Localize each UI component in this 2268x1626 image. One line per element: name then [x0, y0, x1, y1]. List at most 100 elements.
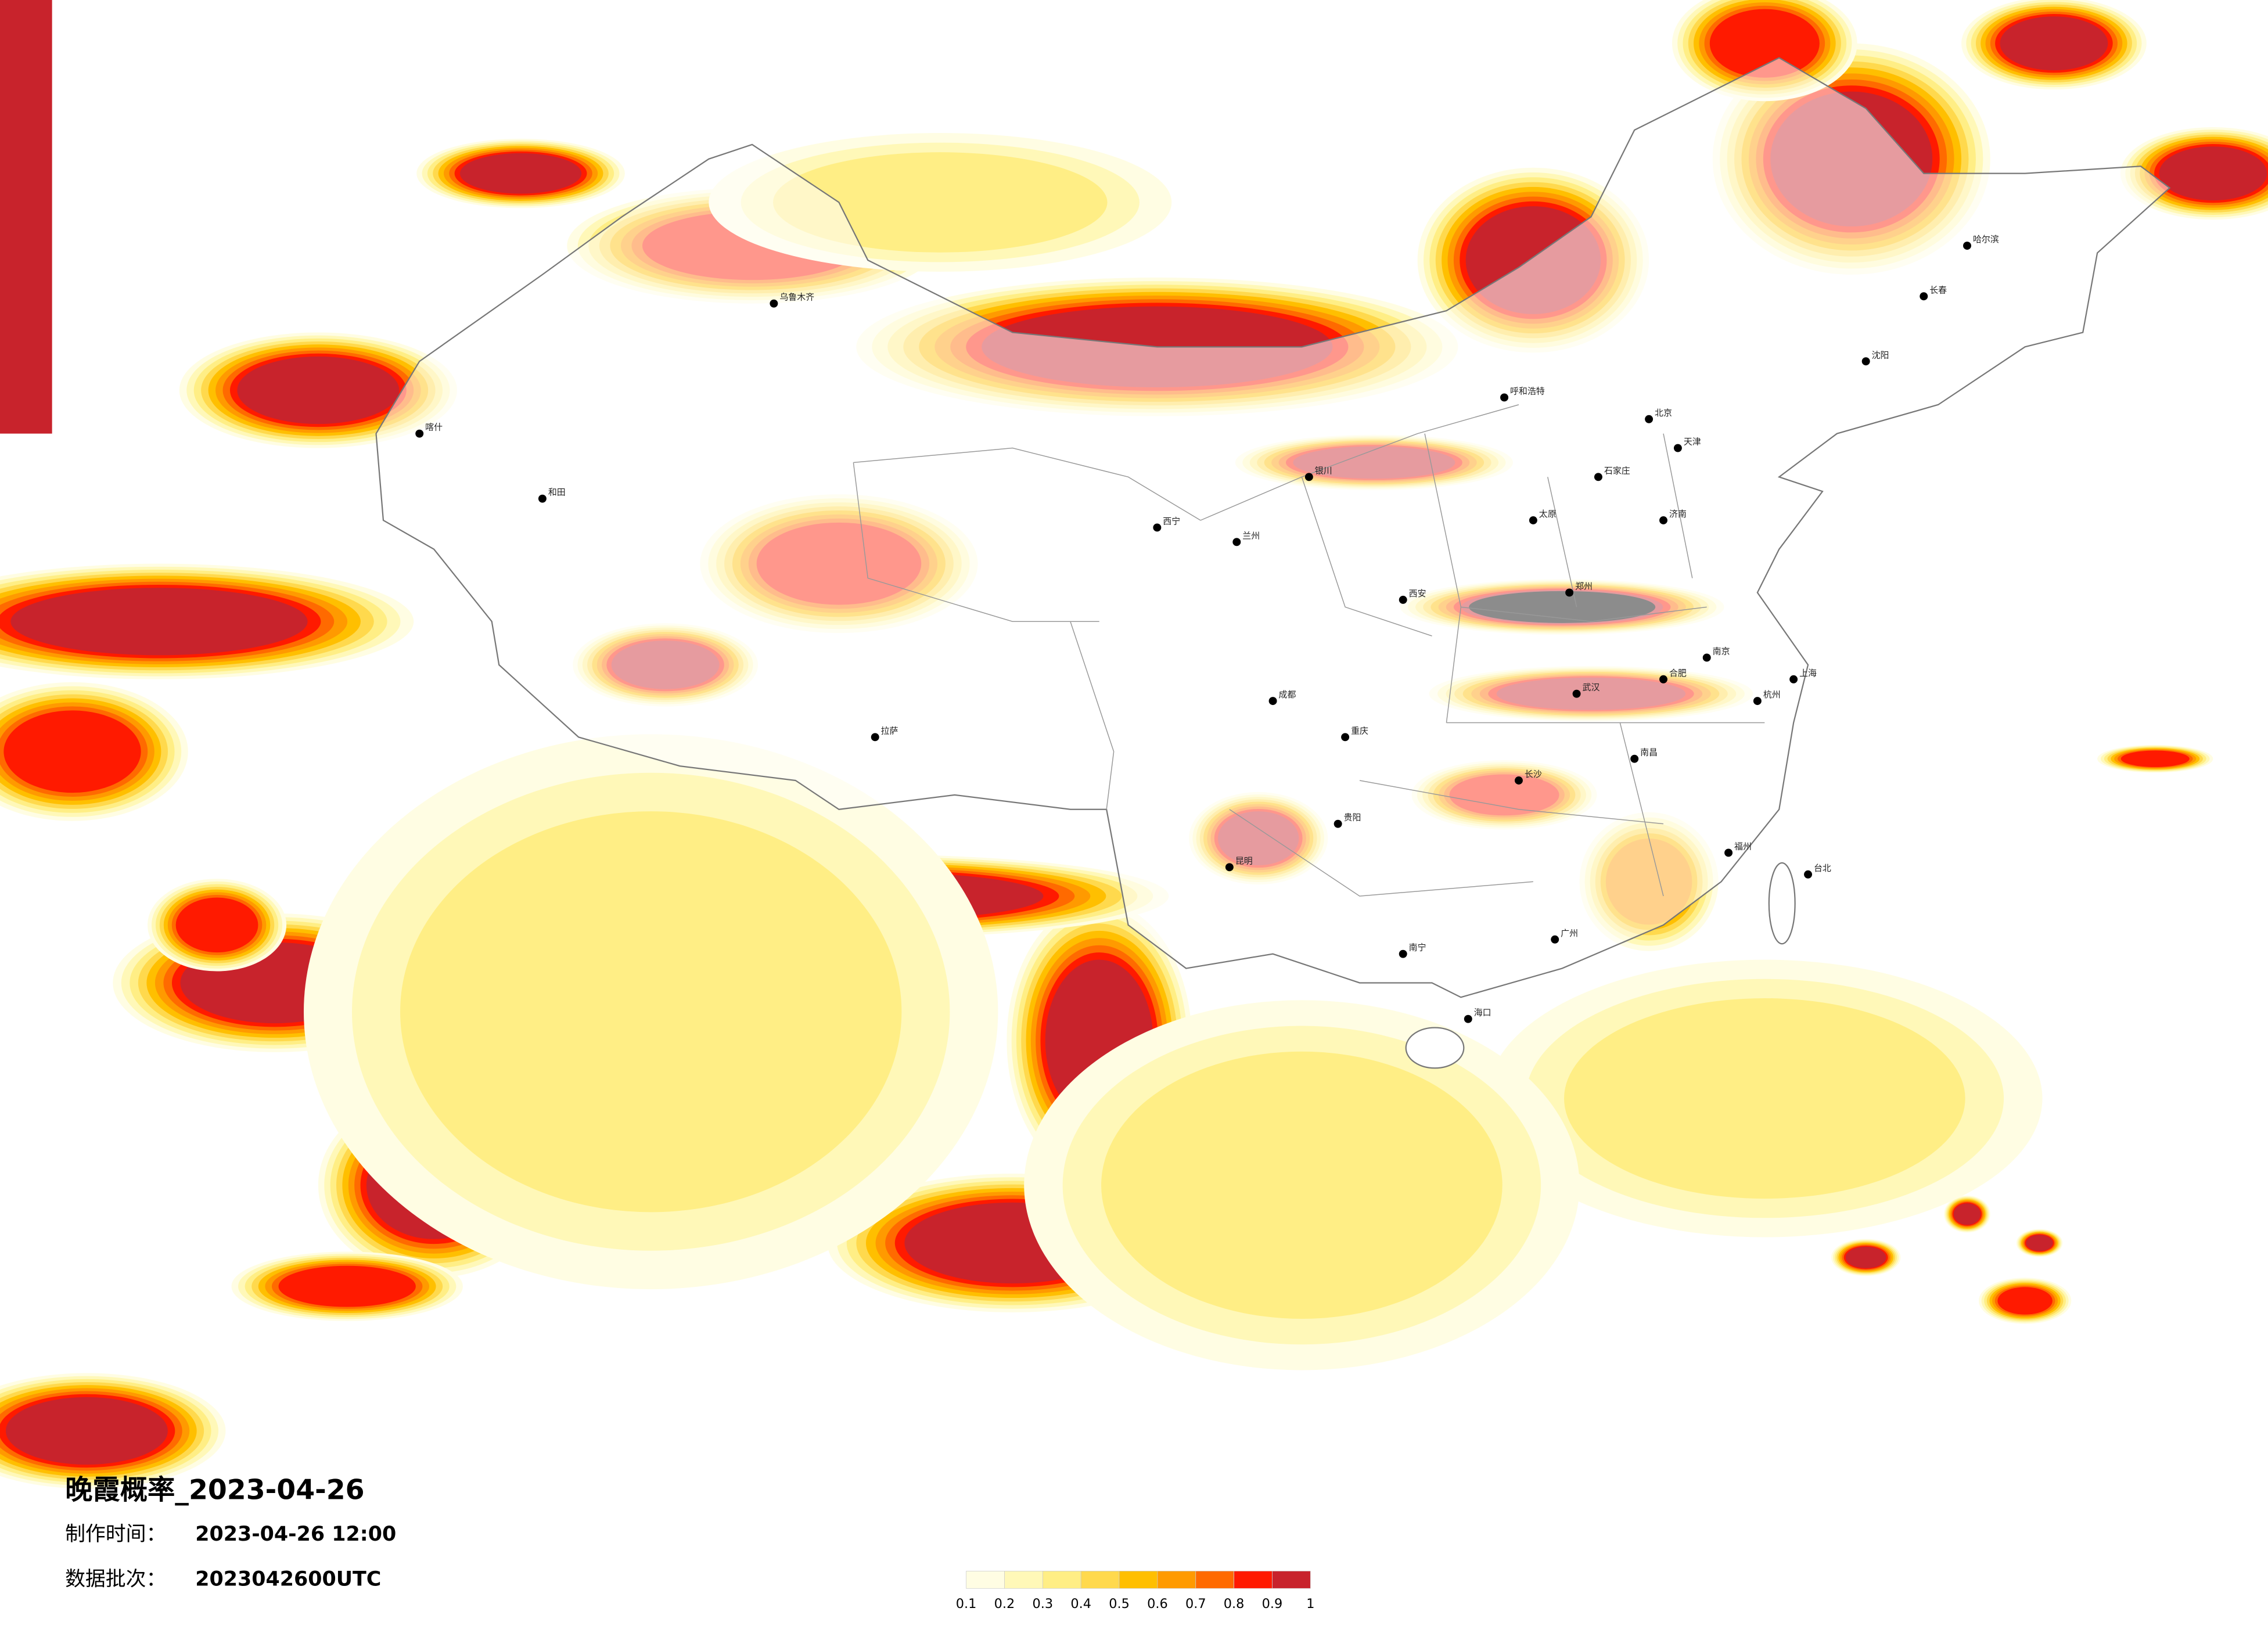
city-label: 长春: [1929, 285, 1947, 295]
city-label: 重庆: [1351, 725, 1368, 736]
city-dot: [1225, 863, 1234, 872]
field-cell: [2026, 1235, 2053, 1251]
city-label: 上海: [1799, 668, 1817, 678]
field-cell: [1953, 1203, 1981, 1225]
city-label: 武汉: [1583, 682, 1600, 693]
city-dot: [1529, 516, 1537, 524]
city-label: 银川: [1315, 465, 1332, 476]
legend-tick-label: 1: [1306, 1596, 1314, 1611]
legend-swatch: [1234, 1571, 1273, 1589]
city-dot: [1645, 415, 1654, 423]
city-label: 太原: [1539, 509, 1557, 519]
legend-swatch: [1272, 1571, 1311, 1589]
cities: 北京天津石家庄太原呼和浩特济南郑州西安兰州西宁银川乌鲁木齐拉萨成都重庆贵阳昆明南…: [415, 234, 1999, 1023]
city-dot: [1753, 697, 1762, 706]
city-label: 贵阳: [1344, 812, 1361, 823]
city-dot: [1594, 473, 1602, 481]
legend-tick-label: 0.7: [1185, 1596, 1206, 1611]
legend-swatch: [1195, 1571, 1234, 1589]
city-dot: [1963, 242, 1971, 250]
city-label: 哈尔滨: [1973, 234, 1999, 244]
city-label: 石家庄: [1604, 465, 1630, 476]
city-dot: [1232, 538, 1241, 546]
batch-value: 2023042600UTC: [195, 1567, 381, 1591]
field-cell: [5, 1397, 168, 1465]
legend-swatch: [1119, 1571, 1158, 1589]
city-dot: [1153, 523, 1162, 532]
country-outline: [375, 57, 2171, 998]
field-cell: [1563, 998, 1965, 1199]
city-label: 兰州: [1242, 530, 1260, 541]
city-label: 郑州: [1575, 581, 1593, 591]
city-dot: [1399, 595, 1407, 604]
legend-swatch: [1004, 1571, 1043, 1589]
city-label: 台北: [1814, 863, 1831, 873]
field-cell: [1997, 1287, 2053, 1315]
province-borders: [853, 404, 1765, 897]
legend-tick-label: 0.1: [956, 1596, 977, 1611]
city-dot: [1630, 754, 1639, 763]
city-label: 海口: [1474, 1008, 1491, 1018]
field-cell: [0, 0, 52, 434]
city-dot: [1514, 776, 1523, 785]
field-cell: [459, 153, 582, 194]
city-dot: [1399, 949, 1407, 958]
city-dot: [1804, 870, 1813, 879]
legend-swatch: [966, 1571, 1005, 1589]
made-label: 制作时间：: [65, 1523, 166, 1546]
city-dot: [871, 733, 879, 742]
map-title: 晚霞概率_2023-04-26: [65, 1474, 365, 1506]
city-label: 沈阳: [1872, 350, 1889, 360]
taiwan-outline: [1768, 862, 1796, 945]
city-dot: [1268, 697, 1277, 706]
city-label: 长沙: [1525, 769, 1542, 779]
field-cell: [2159, 146, 2267, 201]
city-label: 合肥: [1669, 668, 1687, 678]
field-cell: [2120, 750, 2190, 767]
city-label: 成都: [1279, 689, 1296, 700]
city-label: 杭州: [1763, 689, 1781, 700]
city-dot: [1789, 675, 1798, 684]
city-label: 广州: [1561, 928, 1578, 938]
city-label: 和田: [548, 487, 566, 498]
city-label: 南昌: [1640, 747, 1658, 758]
city-dot: [1304, 473, 1313, 481]
legend-swatch: [1157, 1571, 1196, 1589]
city-dot: [1659, 516, 1667, 524]
city-label: 济南: [1669, 509, 1687, 519]
legend-tick-label: 0.3: [1033, 1596, 1054, 1611]
city-label: 乌鲁木齐: [779, 292, 814, 303]
city-dot: [1341, 733, 1350, 742]
legend-tick-label: 0.8: [1224, 1596, 1245, 1611]
hainan-outline: [1405, 1027, 1465, 1069]
field-cell: [772, 152, 1108, 253]
field-cell: [10, 588, 308, 656]
city-label: 南宁: [1409, 942, 1426, 953]
legend-tick-label: 0.2: [994, 1596, 1015, 1611]
field-cell: [1101, 1051, 1503, 1319]
field-cell: [400, 811, 902, 1213]
city-dot: [1724, 848, 1733, 857]
city-label: 西宁: [1163, 516, 1180, 526]
legend-swatch: [1042, 1571, 1081, 1589]
city-dot: [770, 299, 778, 308]
city-dot: [1565, 588, 1574, 597]
city-label: 天津: [1684, 437, 1701, 447]
legend: 0.1 0.2 0.3 0.4 0.5 0.6 0.7 0.8 0.9 1: [956, 1571, 1314, 1611]
city-label: 北京: [1655, 408, 1672, 418]
city-label: 西安: [1409, 588, 1426, 599]
field-cell: [175, 897, 258, 953]
legend-swatch: [1080, 1571, 1120, 1589]
field-cell: [3, 710, 141, 793]
field-cell: [278, 1265, 416, 1307]
legend-tick-label: 0.6: [1147, 1596, 1168, 1611]
city-dot: [1920, 292, 1928, 301]
legend-tick-label: 0.5: [1109, 1596, 1130, 1611]
legend-tick-label: 0.4: [1070, 1596, 1091, 1611]
city-dot: [1572, 689, 1581, 698]
city-label: 喀什: [425, 422, 443, 433]
city-dot: [415, 429, 424, 438]
city-label: 昆明: [1235, 855, 1253, 866]
